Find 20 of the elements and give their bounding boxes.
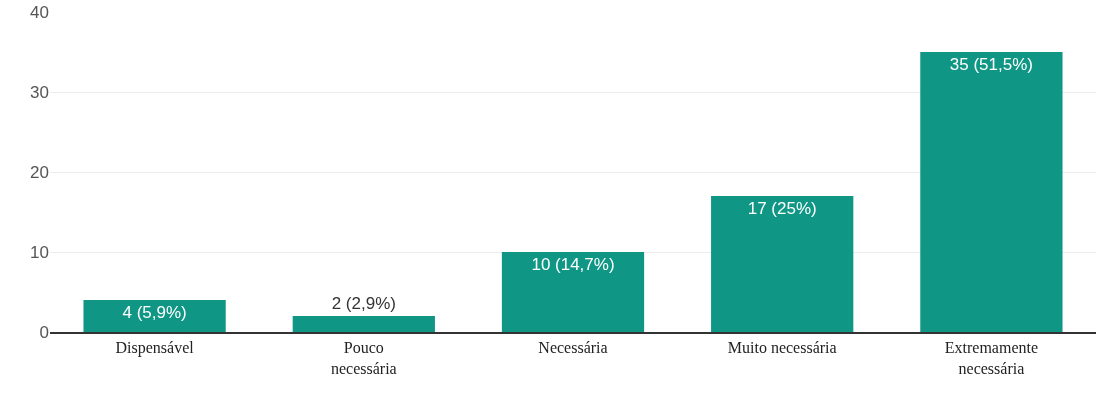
data-label: 17 (25%) (747, 199, 817, 218)
y-tick-label: 20 (30, 162, 49, 182)
x-tick-label: Extremamente necessária (944, 338, 1039, 377)
data-label: 35 (51,5%) (949, 55, 1033, 74)
bar (501, 252, 645, 332)
data-label: 10 (14,7%) (531, 255, 615, 274)
x-tick-label: Dispensável (115, 338, 195, 357)
data-label: 4 (5,9%) (122, 303, 187, 322)
y-tick-label: 10 (30, 242, 49, 262)
y-tick-label: 40 (30, 2, 49, 22)
x-tick-label: Muito necessária (727, 338, 837, 356)
x-tick-label: Pouco necessária (330, 338, 397, 377)
bar (711, 196, 854, 332)
y-tick-label: 30 (30, 82, 49, 102)
y-tick-label: 0 (39, 322, 49, 342)
bar (83, 300, 226, 332)
bar (292, 316, 435, 332)
x-tick-label: Necessária (538, 338, 608, 356)
data-label: 2 (2,9%) (331, 294, 396, 313)
bar (920, 52, 1063, 332)
